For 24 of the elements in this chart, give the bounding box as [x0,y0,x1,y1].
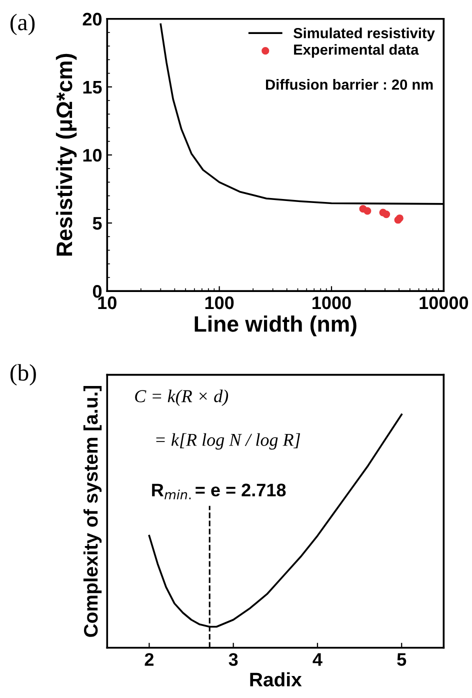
y-tick-label: 15 [83,81,102,94]
legend-label: Experimental data [294,44,419,58]
text: C = k(R × d) [135,390,228,406]
y-tick-label: 0 [92,285,102,298]
y-tick-label: 20 [82,12,102,26]
x-tick-label: 3 [228,653,238,666]
x-tick-label: 10000 [420,296,468,310]
annotation: R$_{min.}$= e = 2.718 [152,484,286,500]
y-tick-label: 10 [83,148,102,162]
x-tick-label: 2 [144,653,154,666]
text: (a) [10,14,35,36]
x-tick-label: 4 [312,653,322,666]
x-tick-label: 1000 [312,296,351,310]
y-axis-title: Complexity of system [a.u.] [83,386,102,637]
x-tick-label: 100 [205,296,234,310]
x-tick-label: 5 [397,653,406,666]
x-axis-title: Radix [250,672,302,686]
annotation: Diffusion barrier : 20 nm [266,79,433,90]
legend-label: Simulated resistivity [294,28,435,42]
text: (b) [10,364,36,386]
y-axis-title: Resistivity (μΩ*cm) [56,54,77,256]
annotation: = k[R log N / log R] [156,433,300,450]
y-tick-label: 5 [92,217,102,230]
x-axis-title: Line width (nm) [194,316,356,336]
